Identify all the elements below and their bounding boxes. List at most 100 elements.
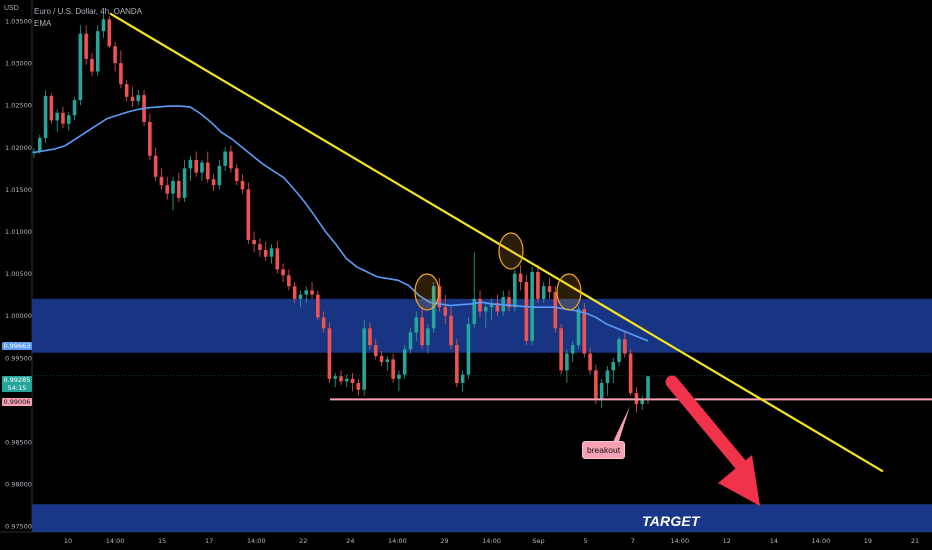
candle-body [356,383,361,390]
candle [148,113,152,160]
candle-body [159,176,164,186]
candle [136,90,141,106]
candle-body [37,138,42,152]
candle [113,42,117,72]
bar-countdown: 54:15 [7,384,27,392]
candle-body [472,298,477,325]
candle [327,322,332,384]
candle-body [43,95,48,139]
candle [530,266,534,346]
candle-body [310,290,314,295]
candle [310,281,314,299]
candle-body [576,308,581,346]
candle-body [478,298,482,312]
candle-body [217,165,222,186]
candle [628,349,633,396]
candle-body [489,303,494,308]
candle-body [443,307,448,316]
candle [495,294,500,316]
candle [130,86,135,107]
candle [605,366,610,396]
descending-trendline[interactable] [109,12,884,473]
chart-legend: Euro / U.S. Dollar, 4h, OANDA EMA [34,6,142,30]
candle-body [188,159,193,169]
candle [223,147,227,171]
candle [472,252,477,329]
time-tick-label: 12 [723,537,731,545]
candle-body [223,151,227,166]
candle-body [211,179,216,186]
candle [177,172,181,203]
candle [588,347,592,375]
breakout-callout-pointer [612,406,630,444]
candle-body [327,328,332,379]
price-tick-label: 1.03500 [5,18,32,26]
candle-body [281,269,285,276]
candle [547,277,552,299]
candle [426,324,430,354]
candle-body [507,297,511,308]
candle [420,307,424,350]
candle-body [240,180,245,190]
candle [240,174,245,194]
candle-body [258,244,262,251]
candle [402,345,407,379]
candle [281,263,285,282]
candle [362,319,366,396]
candle-body [408,332,413,350]
candle-body [553,292,558,329]
candle [623,332,627,358]
candle-body [263,250,268,257]
price-tick-label: 1.03000 [5,60,32,68]
candle-body [119,63,123,85]
candle-body [397,374,401,379]
candle-body [426,328,430,346]
candle-body [559,328,563,371]
target-arrow [665,375,760,506]
target-label: TARGET [642,513,700,529]
price-tick-label: 1.01000 [5,228,32,236]
candle [275,241,280,274]
candle-body [373,345,378,357]
candle-body [391,359,395,379]
candle [287,269,291,291]
candle [460,370,465,392]
candle-body [379,356,384,362]
candle [258,238,262,257]
candle [66,111,71,131]
price-tick-label: 1.01500 [5,186,32,194]
candle-body [565,353,569,371]
candle-body [339,376,343,382]
candle [559,324,563,375]
candle [524,275,529,346]
candle-body [582,308,587,354]
candle [484,303,488,329]
candle [478,290,482,318]
candle [466,317,471,379]
indicator-label: EMA [34,19,52,28]
candle-body [420,317,424,346]
candle-body [640,399,645,405]
candle [298,290,303,308]
candle [611,357,616,384]
candle [101,10,106,38]
candle [119,50,123,89]
candle-body [304,290,309,295]
price-tick-label: 1.02000 [5,144,32,152]
candle [449,307,453,350]
candle-body [78,33,83,101]
candle [165,176,170,200]
candle-body [344,378,349,382]
candle [292,281,297,304]
candle-body [547,286,552,293]
candle [153,147,158,181]
time-tick-label: 14:00 [812,537,831,545]
candle-body [252,239,256,245]
price-tick-label: 1.02500 [5,102,32,110]
candle-body [628,353,633,394]
current-price-tag: 0.99285 54:15 [2,376,32,392]
candle [339,370,343,385]
time-tick-label: 10 [64,537,72,545]
candle [385,356,390,371]
